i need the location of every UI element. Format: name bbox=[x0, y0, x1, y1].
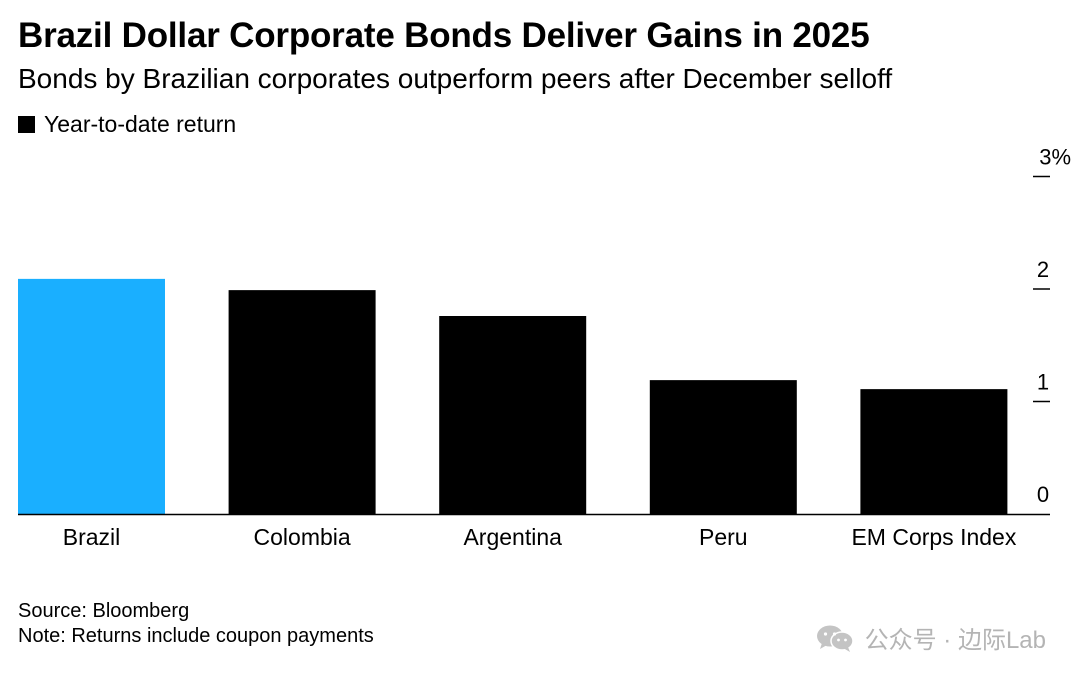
y-tick-label: 0 bbox=[1037, 482, 1049, 507]
bar-brazil bbox=[18, 278, 165, 514]
source-note: Source: Bloomberg bbox=[18, 600, 190, 622]
bar-em-corps-index bbox=[860, 389, 1008, 514]
x-tick-label: EM Corps Index bbox=[851, 524, 1016, 550]
x-tick-label: Argentina bbox=[463, 524, 562, 550]
bar-argentina bbox=[439, 316, 587, 514]
watermark-text: 公众号 · 边际Lab bbox=[864, 627, 1046, 654]
y-tick-label: 2 bbox=[1037, 257, 1049, 282]
chart-title: Brazil Dollar Corporate Bonds Deliver Ga… bbox=[18, 16, 870, 55]
bar-peru bbox=[649, 380, 797, 514]
legend-swatch bbox=[18, 116, 35, 133]
x-tick-label: Peru bbox=[699, 524, 748, 550]
chart-subtitle: Bonds by Brazilian corporates outperform… bbox=[18, 63, 893, 94]
y-tick-label: 3% bbox=[1039, 145, 1071, 170]
x-tick-label: Colombia bbox=[254, 524, 351, 550]
footnote: Note: Returns include coupon payments bbox=[18, 625, 374, 647]
wechat-icon bbox=[816, 625, 854, 652]
legend: Year-to-date return bbox=[18, 111, 236, 138]
legend-label: Year-to-date return bbox=[44, 111, 237, 137]
x-tick-label: Brazil bbox=[63, 524, 121, 550]
bar-colombia bbox=[228, 290, 376, 514]
watermark: 公众号 · 边际Lab bbox=[815, 620, 1046, 655]
y-tick-label: 1 bbox=[1037, 370, 1049, 395]
